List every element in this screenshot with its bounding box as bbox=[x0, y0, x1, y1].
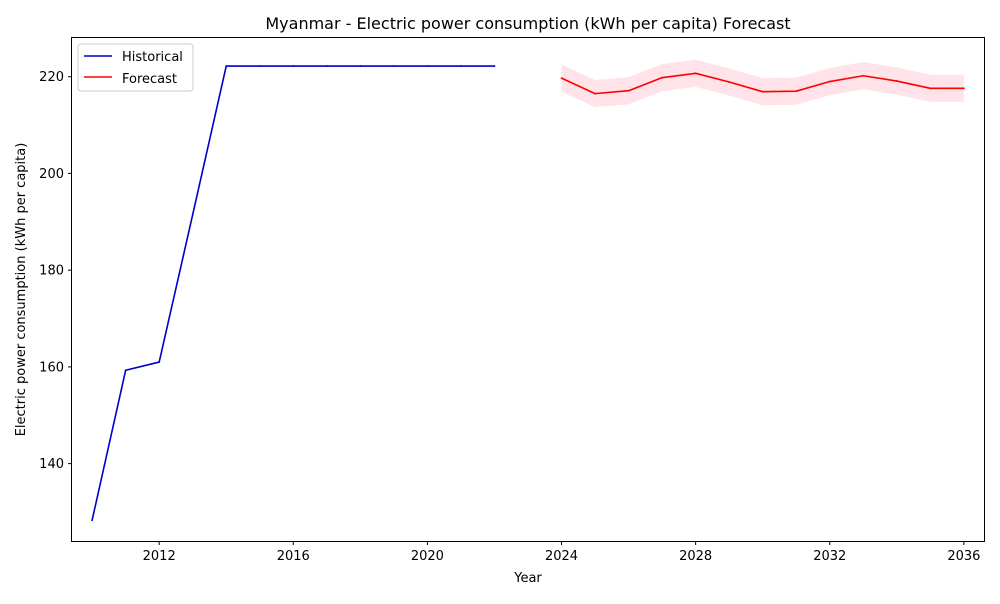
data-point-historical bbox=[325, 65, 328, 67]
x-tick-label: 2012 bbox=[143, 549, 176, 564]
data-point-historical bbox=[225, 65, 228, 67]
x-tick-label: 2032 bbox=[813, 549, 846, 564]
legend-label-historical: Historical bbox=[122, 50, 183, 65]
data-point-forecast bbox=[627, 89, 630, 92]
data-point-historical bbox=[292, 65, 295, 67]
data-point-forecast bbox=[828, 80, 831, 83]
y-tick-label: 180 bbox=[39, 264, 64, 279]
data-point-historical bbox=[91, 519, 94, 522]
x-tick-label: 2024 bbox=[545, 549, 578, 564]
y-axis-label: Electric power consumption (kWh per capi… bbox=[14, 143, 29, 437]
data-point-historical bbox=[258, 65, 261, 67]
data-point-forecast bbox=[694, 72, 697, 75]
series-line-historical bbox=[91, 65, 495, 521]
data-point-historical bbox=[158, 361, 161, 363]
data-point-forecast bbox=[594, 92, 596, 95]
data-point-historical bbox=[460, 65, 462, 67]
data-point-forecast bbox=[795, 90, 798, 93]
y-tick-label: 220 bbox=[39, 70, 64, 85]
data-point-historical bbox=[493, 65, 496, 67]
y-tick-label: 200 bbox=[39, 167, 64, 182]
data-point-forecast bbox=[761, 90, 764, 93]
plot-frame bbox=[71, 37, 985, 542]
data-point-forecast bbox=[895, 80, 898, 82]
data-point-historical bbox=[191, 213, 194, 216]
x-tick-label: 2036 bbox=[947, 549, 980, 564]
data-point-forecast bbox=[661, 76, 664, 79]
x-tick-label: 2016 bbox=[277, 549, 310, 564]
legend: Historical Forecast bbox=[77, 43, 194, 92]
data-point-historical bbox=[359, 65, 362, 67]
data-point-forecast bbox=[728, 81, 731, 83]
x-tick-label: 2028 bbox=[679, 549, 712, 564]
data-point-forecast bbox=[862, 74, 865, 77]
data-point-historical bbox=[124, 369, 127, 372]
legend-label-forecast: Forecast bbox=[122, 72, 177, 87]
data-point-forecast bbox=[929, 87, 932, 90]
y-tick-label: 140 bbox=[39, 457, 64, 472]
x-axis-label: Year bbox=[513, 571, 542, 586]
data-point-forecast bbox=[962, 87, 965, 90]
confidence-band-forecast bbox=[561, 59, 964, 108]
chart-title: Myanmar - Electric power consumption (kW… bbox=[265, 14, 790, 33]
data-point-historical bbox=[392, 65, 395, 67]
data-point-forecast bbox=[560, 77, 563, 80]
y-tick-label: 160 bbox=[39, 360, 64, 375]
data-point-historical bbox=[426, 65, 429, 67]
x-tick-label: 2020 bbox=[411, 549, 444, 564]
